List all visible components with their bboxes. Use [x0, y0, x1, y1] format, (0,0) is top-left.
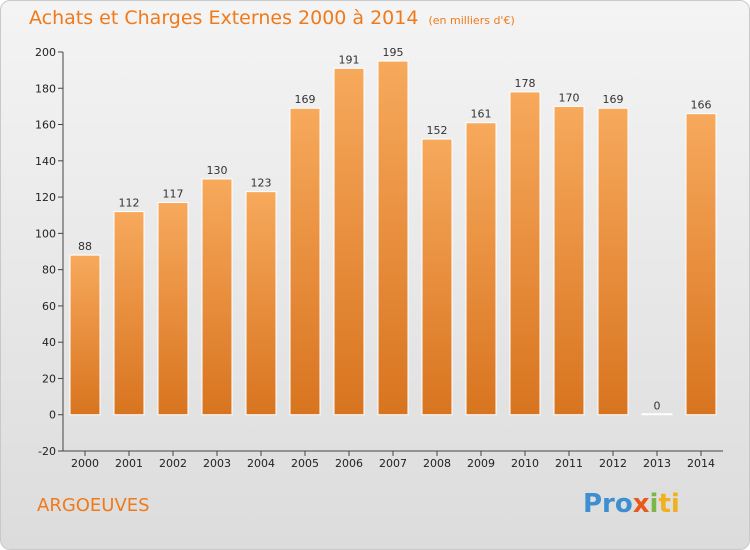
y-tick-label: 80 [42, 264, 56, 277]
x-tick-label-2000: 2000 [71, 457, 99, 470]
data-label-2011: 170 [559, 91, 580, 104]
y-tick-label: 60 [42, 300, 56, 313]
data-label-2010: 178 [515, 77, 536, 90]
place-name: ARGOEUVES [37, 495, 150, 516]
data-label-2002: 117 [163, 188, 184, 201]
data-label-2001: 112 [119, 197, 140, 210]
x-tick-label-2004: 2004 [247, 457, 275, 470]
x-tick-label-2008: 2008 [423, 457, 451, 470]
data-label-2000: 88 [78, 240, 92, 253]
bar-2003 [201, 178, 233, 416]
bar-2009 [465, 122, 497, 416]
bar-2011 [553, 105, 585, 416]
bar-2002 [157, 202, 189, 416]
bar-2001 [113, 211, 145, 416]
data-label-2004: 123 [251, 177, 272, 190]
x-tick-label-2010: 2010 [511, 457, 539, 470]
bar-2005 [289, 107, 321, 416]
y-tick-label: 160 [35, 119, 56, 132]
data-label-2008: 152 [427, 124, 448, 137]
x-tick-label-2003: 2003 [203, 457, 231, 470]
x-tick-label-2011: 2011 [555, 457, 583, 470]
y-tick-label: 20 [42, 372, 56, 385]
y-tick-label: 100 [35, 227, 56, 240]
y-tick-label: 120 [35, 191, 56, 204]
x-tick-label-2012: 2012 [599, 457, 627, 470]
x-tick-label-2009: 2009 [467, 457, 495, 470]
bar-2014 [685, 113, 717, 416]
y-tick-label: 40 [42, 336, 56, 349]
bar-2013 [641, 413, 673, 416]
y-tick-label: 180 [35, 82, 56, 95]
data-label-2014: 166 [691, 99, 712, 112]
chart-subtitle: (en milliers d'€) [428, 14, 515, 27]
data-label-2009: 161 [471, 108, 492, 121]
bar-2004 [245, 191, 277, 416]
bar-2010 [509, 91, 541, 416]
y-tick-label: -20 [38, 445, 56, 458]
bar-2006 [333, 67, 365, 416]
x-tick-label-2007: 2007 [379, 457, 407, 470]
x-tick-label-2002: 2002 [159, 457, 187, 470]
x-tick-label-2013: 2013 [643, 457, 671, 470]
y-tick-label: 140 [35, 155, 56, 168]
y-tick-label: 0 [49, 409, 56, 422]
data-label-2012: 169 [603, 93, 624, 106]
y-tick-label: 200 [35, 46, 56, 59]
bar-2012 [597, 107, 629, 416]
x-tick-label-2005: 2005 [291, 457, 319, 470]
bar-2007 [377, 60, 409, 416]
proxiti-logo: Proxiti [583, 489, 680, 519]
data-label-2003: 130 [207, 164, 228, 177]
data-label-2013: 0 [654, 400, 661, 413]
x-tick-label-2006: 2006 [335, 457, 363, 470]
data-label-2007: 195 [383, 46, 404, 59]
x-tick-label-2001: 2001 [115, 457, 143, 470]
bar-2008 [421, 138, 453, 416]
chart-title: Achats et Charges Externes 2000 à 2014 (e… [29, 7, 515, 29]
bar-2000 [69, 254, 101, 416]
data-label-2005: 169 [295, 93, 316, 106]
data-label-2006: 191 [339, 53, 360, 66]
x-tick-label-2014: 2014 [687, 457, 715, 470]
